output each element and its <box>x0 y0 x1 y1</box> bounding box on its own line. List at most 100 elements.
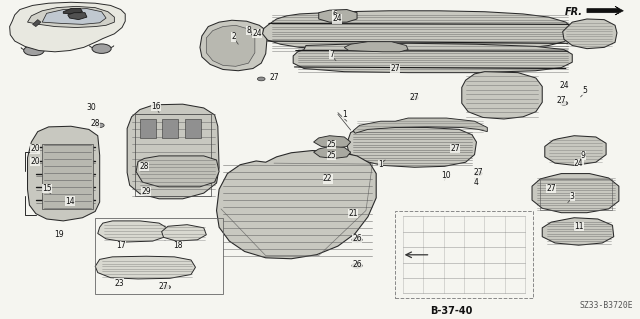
Circle shape <box>499 40 504 42</box>
Circle shape <box>460 51 464 53</box>
Circle shape <box>145 166 154 171</box>
Circle shape <box>538 40 543 42</box>
Circle shape <box>355 40 360 42</box>
Circle shape <box>328 151 335 155</box>
Circle shape <box>163 285 171 289</box>
Text: 21: 21 <box>348 209 358 218</box>
Circle shape <box>352 237 362 242</box>
Circle shape <box>355 25 360 27</box>
Text: 14: 14 <box>65 197 74 205</box>
Circle shape <box>158 270 166 273</box>
Text: 25: 25 <box>326 151 336 160</box>
Polygon shape <box>563 19 617 48</box>
Circle shape <box>95 123 104 128</box>
Circle shape <box>334 14 342 18</box>
Polygon shape <box>98 221 168 242</box>
Text: 22: 22 <box>323 174 332 183</box>
Circle shape <box>404 40 409 42</box>
Polygon shape <box>163 119 178 138</box>
Text: 24: 24 <box>559 81 569 90</box>
Text: 11: 11 <box>574 222 584 231</box>
Polygon shape <box>184 119 200 138</box>
Polygon shape <box>587 6 623 15</box>
Text: 28: 28 <box>90 119 100 128</box>
Circle shape <box>324 51 328 53</box>
Text: B-37-40: B-37-40 <box>431 306 473 316</box>
Circle shape <box>499 25 504 27</box>
Polygon shape <box>140 119 156 138</box>
Text: 27: 27 <box>474 168 483 177</box>
Text: 27: 27 <box>159 282 168 291</box>
Circle shape <box>377 67 385 70</box>
Polygon shape <box>42 9 106 24</box>
Circle shape <box>538 25 543 27</box>
Text: 26: 26 <box>352 260 362 269</box>
Circle shape <box>314 40 319 42</box>
Polygon shape <box>10 2 125 52</box>
Text: 24: 24 <box>574 159 584 168</box>
Polygon shape <box>127 104 219 199</box>
Text: 1: 1 <box>342 110 347 119</box>
Circle shape <box>257 77 265 81</box>
Text: 30: 30 <box>86 103 96 112</box>
Polygon shape <box>462 72 542 119</box>
Circle shape <box>545 51 548 53</box>
Text: 27: 27 <box>390 64 400 73</box>
Text: 6: 6 <box>332 11 337 19</box>
Circle shape <box>326 139 337 145</box>
Text: 19: 19 <box>54 230 64 239</box>
Polygon shape <box>293 43 572 73</box>
Text: 16: 16 <box>151 102 161 111</box>
Circle shape <box>404 25 409 27</box>
Text: 20: 20 <box>30 145 40 153</box>
Polygon shape <box>28 126 100 221</box>
Circle shape <box>568 146 580 153</box>
Text: 2: 2 <box>232 33 236 41</box>
Polygon shape <box>162 225 206 241</box>
Polygon shape <box>344 42 408 52</box>
Polygon shape <box>347 128 476 167</box>
Circle shape <box>314 25 319 27</box>
Polygon shape <box>353 118 487 133</box>
Polygon shape <box>532 174 619 213</box>
Polygon shape <box>68 13 87 20</box>
Text: 15: 15 <box>42 184 51 193</box>
Circle shape <box>413 51 417 53</box>
Circle shape <box>366 51 370 53</box>
Text: 20: 20 <box>30 157 40 166</box>
Polygon shape <box>542 218 614 245</box>
Polygon shape <box>206 25 255 66</box>
Circle shape <box>453 40 458 42</box>
Text: 18: 18 <box>173 241 183 250</box>
Text: 27: 27 <box>410 93 419 102</box>
Polygon shape <box>33 20 41 26</box>
Text: 23: 23 <box>114 278 124 287</box>
Circle shape <box>92 44 111 53</box>
Text: SZ33-B3720E: SZ33-B3720E <box>579 301 633 310</box>
Text: 10: 10 <box>442 171 451 180</box>
Circle shape <box>337 20 344 24</box>
Bar <box>396 211 532 298</box>
Text: 4: 4 <box>474 178 479 187</box>
Polygon shape <box>319 10 357 22</box>
Text: 5: 5 <box>582 86 588 95</box>
Circle shape <box>560 101 568 105</box>
Text: 27: 27 <box>451 144 460 153</box>
Circle shape <box>411 96 419 100</box>
Circle shape <box>113 270 121 274</box>
Text: 24: 24 <box>253 29 262 38</box>
Text: 25: 25 <box>326 140 336 149</box>
Circle shape <box>551 188 559 191</box>
Circle shape <box>508 51 512 53</box>
Text: 28: 28 <box>140 162 149 171</box>
Text: 8: 8 <box>246 26 251 35</box>
Text: 1: 1 <box>378 160 383 169</box>
Text: 3: 3 <box>570 192 575 201</box>
Polygon shape <box>42 144 93 209</box>
Polygon shape <box>545 136 606 165</box>
Circle shape <box>452 146 460 150</box>
Polygon shape <box>63 9 83 14</box>
Circle shape <box>474 172 482 175</box>
Circle shape <box>352 263 362 268</box>
Text: 24: 24 <box>332 14 342 24</box>
